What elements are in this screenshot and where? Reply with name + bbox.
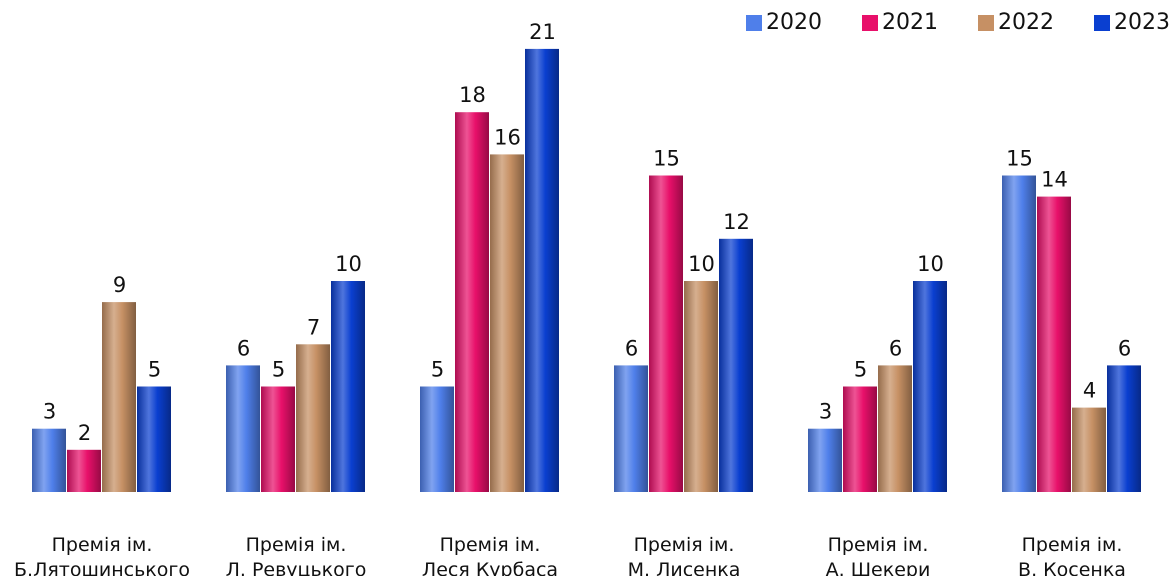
legend-swatch-2021 (862, 14, 878, 31)
legend: 2020 2021 2022 2023 (746, 10, 1170, 35)
bar-2022-cat-0 (102, 302, 136, 492)
legend-label-2020: 2020 (766, 10, 822, 35)
category-label-3-line-1: М. Лисенка (628, 559, 741, 576)
bar-2022-cat-4 (878, 365, 912, 492)
legend-item-2022: 2022 (978, 10, 1054, 35)
bar-2023-cat-2 (525, 48, 559, 493)
category-label-5-line-1: В. Косенка (1018, 559, 1126, 576)
bar-2020-cat-2 (420, 386, 454, 492)
legend-item-2021: 2021 (862, 10, 938, 35)
value-label-2023-cat-1: 10 (335, 252, 362, 276)
bar-2023-cat-4 (913, 281, 947, 492)
bar-2022-cat-2 (490, 154, 524, 492)
category-label-1-line-1: Л. Ревуцького (226, 559, 367, 576)
legend-swatch-2022 (978, 14, 994, 31)
category-labels-layer: Премія ім. Б.Лятошинського Премія ім. Л. Ре… (14, 534, 1126, 576)
bar-2020-cat-0 (32, 428, 66, 492)
value-label-2022-cat-0: 9 (113, 273, 126, 297)
category-label-3-line-0: Премія ім. (634, 534, 735, 556)
legend-label-2022: 2022 (998, 10, 1054, 35)
value-label-2020-cat-5: 15 (1006, 147, 1033, 171)
bar-2020-cat-1 (226, 365, 260, 492)
value-label-2021-cat-4: 5 (854, 358, 867, 382)
bar-2020-cat-4 (808, 428, 842, 492)
bar-2021-cat-2 (455, 112, 489, 492)
value-label-2020-cat-1: 6 (237, 336, 250, 360)
value-label-2020-cat-2: 5 (431, 358, 444, 382)
bar-2021-cat-1 (261, 386, 295, 492)
bar-2021-cat-5 (1037, 196, 1071, 492)
value-label-2020-cat-4: 3 (819, 400, 832, 424)
legend-swatch-2023 (1094, 14, 1110, 31)
value-label-2022-cat-3: 10 (688, 252, 715, 276)
legend-label-2021: 2021 (882, 10, 938, 35)
value-label-2022-cat-1: 7 (307, 315, 320, 339)
bar-2023-cat-1 (331, 281, 365, 492)
category-label-0-line-1: Б.Лятошинського (14, 559, 190, 576)
value-label-2020-cat-0: 3 (43, 400, 56, 424)
legend-item-2023: 2023 (1094, 10, 1170, 35)
value-label-2020-cat-3: 6 (625, 336, 638, 360)
category-label-2-line-0: Премія ім. (440, 534, 541, 556)
category-label-1-line-0: Премія ім. (246, 534, 347, 556)
value-label-2021-cat-5: 14 (1041, 168, 1068, 192)
legend-label-2023: 2023 (1114, 10, 1170, 35)
value-label-2023-cat-3: 12 (723, 210, 750, 234)
value-label-2023-cat-4: 10 (917, 252, 944, 276)
category-label-5-line-0: Премія ім. (1022, 534, 1123, 556)
bar-2023-cat-0 (137, 386, 171, 492)
value-label-2022-cat-2: 16 (494, 125, 521, 149)
value-label-2023-cat-2: 21 (529, 20, 556, 44)
category-label-0-line-0: Премія ім. (52, 534, 153, 556)
value-label-2023-cat-0: 5 (148, 358, 161, 382)
legend-item-2020: 2020 (746, 10, 822, 35)
bar-2021-cat-0 (67, 449, 101, 492)
value-label-2021-cat-0: 2 (78, 421, 91, 445)
bar-2021-cat-3 (649, 175, 683, 492)
bars-layer (32, 48, 1141, 493)
bar-2022-cat-5 (1072, 407, 1106, 492)
category-label-4-line-0: Премія ім. (828, 534, 929, 556)
legend-swatch-2020 (746, 14, 762, 31)
value-label-2021-cat-3: 15 (653, 147, 680, 171)
bar-2022-cat-1 (296, 344, 330, 492)
bar-2020-cat-5 (1002, 175, 1036, 492)
bar-2023-cat-3 (719, 238, 753, 492)
value-label-2023-cat-5: 6 (1118, 336, 1131, 360)
category-label-4-line-1: А. Шекери (826, 559, 931, 576)
bar-2020-cat-3 (614, 365, 648, 492)
bar-2022-cat-3 (684, 281, 718, 492)
category-label-2-line-1: Леся Курбаса (422, 559, 558, 576)
value-label-2022-cat-4: 6 (889, 336, 902, 360)
value-label-2022-cat-5: 4 (1083, 379, 1096, 403)
bar-2023-cat-5 (1107, 365, 1141, 492)
value-label-2021-cat-2: 18 (459, 83, 486, 107)
value-label-2021-cat-1: 5 (272, 358, 285, 382)
bar-2021-cat-4 (843, 386, 877, 492)
